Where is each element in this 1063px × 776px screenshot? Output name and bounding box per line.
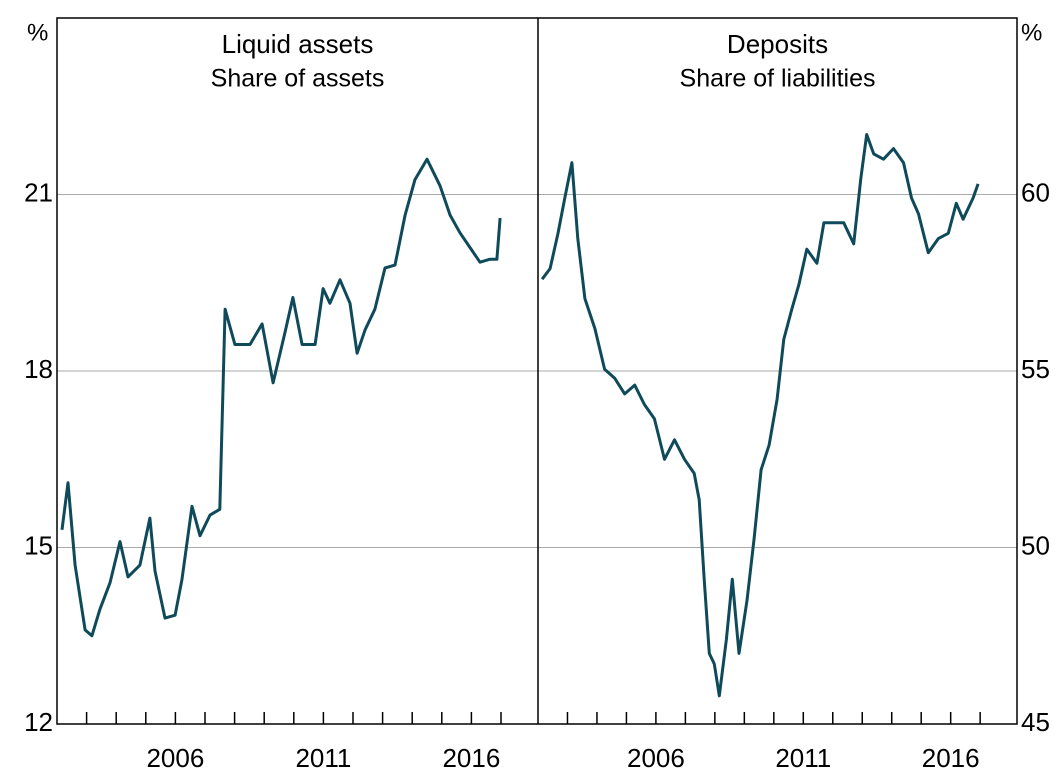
panel-subtitle: Share of liabilities	[680, 65, 876, 93]
y-tick-label: 50	[1021, 530, 1050, 560]
x-tick-label: 2006	[627, 743, 685, 773]
y-tick-label: 18	[24, 354, 53, 384]
data-line	[540, 133, 980, 698]
data-line	[60, 157, 502, 638]
y-tick-label: 45	[1021, 707, 1050, 737]
y-unit: %	[27, 19, 48, 46]
x-tick-label: 2006	[146, 743, 204, 773]
y-tick-label: 12	[24, 707, 53, 737]
y-unit: %	[1021, 19, 1042, 46]
x-tick-label: 2016	[922, 743, 980, 773]
panel-title: Deposits	[727, 29, 828, 59]
y-tick-label: 55	[1021, 354, 1050, 384]
x-tick-label: 2016	[442, 743, 500, 773]
y-tick-label: 21	[24, 177, 53, 207]
y-tick-label: 15	[24, 530, 53, 560]
x-tick-label: 2011	[295, 743, 351, 773]
x-tick-label: 2011	[775, 743, 831, 773]
plot-frame	[56, 17, 1018, 725]
y-tick-label: 60	[1021, 177, 1050, 207]
panel-subtitle: Share of assets	[211, 65, 385, 93]
panel-title: Liquid assets	[222, 29, 374, 59]
